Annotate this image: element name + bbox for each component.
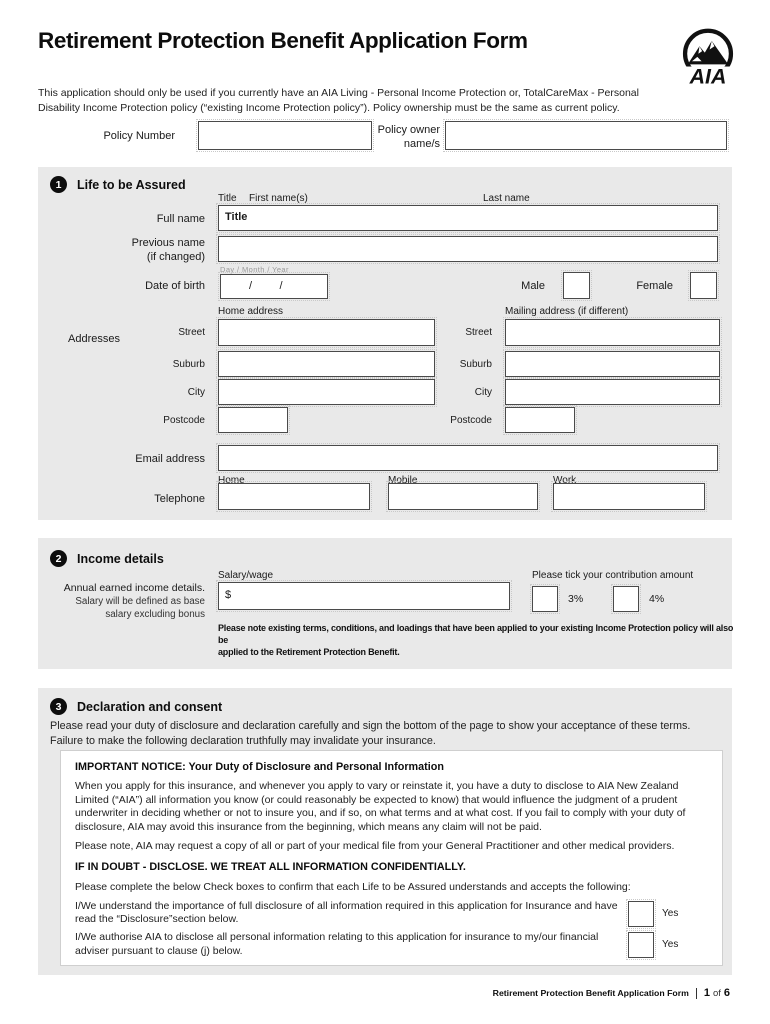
contribution-4pct-label: 4%	[649, 593, 665, 605]
aia-logo-icon: AIA	[676, 26, 740, 90]
telephone-home-input[interactable]	[216, 481, 372, 512]
col-header-first-names: First name(s)	[249, 193, 308, 204]
notice-heading: IMPORTANT NOTICE: Your Duty of Disclosur…	[75, 761, 444, 773]
mailing-suburb-input[interactable]	[503, 349, 722, 379]
income-terms-note: Please note existing terms, conditions, …	[218, 623, 734, 658]
policy-owner-input[interactable]	[443, 119, 729, 152]
income-note-sub: Salary will be defined as base salary ex…	[75, 596, 205, 620]
mailing-street-label: Street	[465, 327, 492, 338]
home-city-input[interactable]	[216, 377, 437, 407]
declaration-intro: Please read your duty of disclosure and …	[50, 720, 691, 747]
policy-owner-label: Policy owner name/s	[377, 124, 440, 151]
consent-row-2: I/We authorise AIA to disclose all perso…	[75, 929, 708, 960]
previous-name-label: Previous name (if changed)	[131, 237, 205, 264]
previous-name-input[interactable]	[216, 234, 720, 264]
consent-2-yes-checkbox[interactable]	[626, 929, 656, 960]
telephone-work-header: Work	[553, 475, 577, 486]
section3-title: Declaration and consent	[77, 699, 223, 714]
female-checkbox[interactable]	[688, 270, 719, 301]
date-of-birth-label: Date of birth	[145, 280, 205, 292]
consent-1-text: I/We understand the importance of full d…	[75, 899, 618, 926]
section-declaration-consent: 3 Declaration and consent Please read yo…	[38, 688, 732, 975]
income-note-title: Annual earned income details.	[63, 582, 205, 594]
home-suburb-input[interactable]	[216, 349, 437, 379]
footer-doc-name: Retirement Protection Benefit Applicatio…	[492, 988, 689, 998]
telephone-mobile-input[interactable]	[386, 481, 540, 512]
section2-number-badge: 2	[50, 550, 67, 567]
section1-header: 1 Life to be Assured	[50, 176, 186, 193]
footer-page-total: 6	[723, 987, 730, 999]
home-postcode-input[interactable]	[216, 405, 290, 435]
consent-2-text: I/We authorise AIA to disclose all perso…	[75, 930, 599, 957]
date-of-birth-input[interactable]: / /	[218, 272, 330, 301]
contribution-4pct-checkbox[interactable]	[611, 584, 641, 614]
telephone-work-input[interactable]	[551, 481, 707, 512]
email-address-input[interactable]	[216, 443, 720, 473]
footer-page-number: 1	[703, 987, 710, 999]
contribution-header: Please tick your contribution amount	[532, 570, 694, 581]
consent-row-1: I/We understand the importance of full d…	[75, 898, 708, 929]
home-street-label: Street	[178, 327, 205, 338]
dob-format-hint: Day / Month / Year	[220, 265, 289, 274]
home-suburb-label: Suburb	[172, 359, 205, 370]
contribution-3pct-label: 3%	[568, 593, 584, 605]
consent-1-yes-label: Yes	[662, 907, 679, 919]
telephone-label: Telephone	[154, 493, 205, 505]
section-income-details: 2 Income details Annual earned income de…	[38, 538, 733, 669]
section1-number-badge: 1	[50, 176, 67, 193]
page-title: Retirement Protection Benefit Applicatio…	[38, 28, 528, 53]
section1-title: Life to be Assured	[77, 177, 186, 192]
notice-paragraph-1: When you apply for this insurance, and w…	[75, 780, 686, 833]
consent-2-yes-label: Yes	[662, 938, 679, 950]
salary-wage-input[interactable]: $	[216, 580, 512, 612]
mailing-suburb-label: Suburb	[459, 359, 492, 370]
salary-wage-header: Salary/wage	[218, 570, 274, 581]
addresses-label: Addresses	[68, 333, 120, 345]
col-header-title: Title	[218, 193, 237, 204]
aia-logo-text: AIA	[689, 65, 727, 89]
col-header-last-name: Last name	[483, 193, 530, 204]
female-label: Female	[636, 280, 673, 292]
full-name-label: Full name	[156, 213, 205, 225]
mailing-city-input[interactable]	[503, 377, 722, 407]
section3-number-badge: 3	[50, 698, 67, 715]
mailing-postcode-input[interactable]	[503, 405, 577, 435]
footer-of-label: of	[712, 987, 721, 999]
home-city-label: City	[187, 387, 205, 398]
telephone-mobile-header: Mobile	[388, 475, 418, 486]
notice-paragraph-2: Please note, AIA may request a copy of a…	[75, 840, 675, 853]
policy-number-input[interactable]	[196, 119, 374, 152]
section3-header: 3 Declaration and consent	[50, 698, 222, 715]
consent-1-yes-checkbox[interactable]	[626, 898, 656, 929]
email-address-label: Email address	[135, 453, 205, 465]
full-name-input[interactable]: Title	[216, 203, 720, 233]
male-checkbox[interactable]	[561, 270, 592, 301]
page-footer: Retirement Protection Benefit Applicatio…	[493, 987, 730, 999]
doubt-heading: IF IN DOUBT - DISCLOSE. WE TREAT ALL INF…	[75, 860, 466, 873]
home-street-input[interactable]	[216, 317, 437, 348]
checkbox-intro: Please complete the below Check boxes to…	[75, 881, 631, 894]
policy-number-label: Policy Number	[103, 130, 175, 142]
section2-header: 2 Income details	[50, 550, 164, 567]
intro-text: This application should only be used if …	[38, 87, 639, 114]
home-address-header: Home address	[218, 306, 284, 317]
telephone-home-header: Home	[218, 475, 245, 486]
mailing-postcode-label: Postcode	[450, 415, 492, 426]
footer-divider	[695, 987, 697, 999]
section-life-to-be-assured: 1 Life to be Assured Title First name(s)…	[38, 167, 732, 520]
section2-title: Income details	[77, 551, 164, 566]
mailing-street-input[interactable]	[503, 317, 722, 348]
home-postcode-label: Postcode	[163, 415, 205, 426]
important-notice-box: IMPORTANT NOTICE: Your Duty of Disclosur…	[60, 750, 723, 966]
mailing-address-header: Mailing address (if different)	[505, 306, 629, 317]
male-label: Male	[521, 280, 545, 292]
mailing-city-label: City	[474, 387, 492, 398]
contribution-3pct-checkbox[interactable]	[530, 584, 560, 614]
